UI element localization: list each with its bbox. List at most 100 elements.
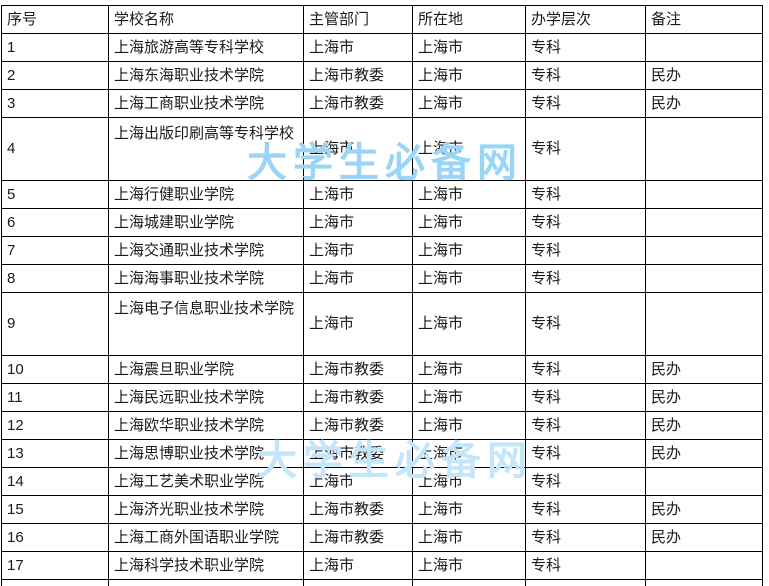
table-row: 12 上海欧华职业技术学院 上海市教委 上海市 专科 民办 <box>1 411 763 440</box>
cell-name: 上海交通职业技术学院 <box>108 236 304 265</box>
cell-dept: 上海市 <box>303 551 413 580</box>
table-row: 16 上海工商外国语职业学院 上海市教委 上海市 专科 民办 <box>1 523 763 552</box>
table-row: 8 上海海事职业技术学院 上海市 上海市 专科 <box>1 264 763 293</box>
school-list-table: 序号 学校名称 主管部门 所在地 办学层次 备注 1 上海旅游高等专科学校 上海市上… <box>1 5 763 586</box>
cell-location: 上海市 <box>412 236 526 265</box>
cell-level: 专科 <box>525 33 646 62</box>
cell-index: 17 <box>1 551 109 580</box>
table-row: 11 上海民远职业技术学院 上海市教委 上海市 专科 民办 <box>1 383 763 412</box>
cell-remark <box>645 208 763 237</box>
cell-location: 上海市 <box>412 264 526 293</box>
column-header-location: 所在地 <box>412 5 526 34</box>
cell-dept: 上海市 <box>303 467 413 496</box>
cell-index: 5 <box>1 180 109 209</box>
cell-index: 7 <box>1 236 109 265</box>
cell-location: 上海市 <box>412 180 526 209</box>
table-row: 9 上海电子信息职业技术学院 上海市 上海市 专科 <box>1 292 763 356</box>
cell-name: 上海民远职业技术学院 <box>108 383 304 412</box>
table-row: 5 上海行健职业学院 上海市 上海市 专科 <box>1 180 763 209</box>
cell-dept: 上海市教委 <box>303 383 413 412</box>
cell-level: 专科 <box>525 551 646 580</box>
cell-index: 4 <box>1 117 109 181</box>
table-row: 15 上海济光职业技术学院 上海市教委 上海市 专科 民办 <box>1 495 763 524</box>
cell-remark <box>645 551 763 580</box>
cell-index: 10 <box>1 355 109 384</box>
cell-remark <box>645 180 763 209</box>
cell-remark: 民办 <box>645 355 763 384</box>
cell-location: 上海市 <box>412 117 526 181</box>
cell-remark <box>645 292 763 356</box>
table-row: 6 上海城建职业学院 上海市 上海市 专科 <box>1 208 763 237</box>
cell-level: 专科 <box>525 355 646 384</box>
table-row: 3 上海工商职业技术学院 上海市教委 上海市 专科 民办 <box>1 89 763 118</box>
cell-dept: 上海市教委 <box>303 411 413 440</box>
cell-dept: 上海市教委 <box>303 439 413 468</box>
cell-level: 专科 <box>525 264 646 293</box>
table-row: 1 上海旅游高等专科学校 上海市 上海市 专科 <box>1 33 763 62</box>
cell-dept: 上海市教委 <box>303 355 413 384</box>
cell-index: 9 <box>1 292 109 356</box>
cell-location: 上海市 <box>412 467 526 496</box>
cell-location: 上海市 <box>412 292 526 356</box>
cell-level: 专科 <box>525 523 646 552</box>
cell-dept: 上海市 <box>303 117 413 181</box>
cell-location: 上海市 <box>412 411 526 440</box>
cell-index: 8 <box>1 264 109 293</box>
cell-location <box>412 579 526 586</box>
cell-remark <box>645 236 763 265</box>
cell-index: 1 <box>1 33 109 62</box>
cell-level: 专科 <box>525 89 646 118</box>
cell-level: 专科 <box>525 236 646 265</box>
school-table-container: 序号 学校名称 主管部门 所在地 办学层次 备注 1 上海旅游高等专科学校 上海市上… <box>1 5 763 586</box>
cell-name: 上海工商外国语职业学院 <box>108 523 304 552</box>
table-row: 7 上海交通职业技术学院 上海市 上海市 专科 <box>1 236 763 265</box>
cell-name: 上海工商职业技术学院 <box>108 89 304 118</box>
cell-dept: 上海市 <box>303 180 413 209</box>
cell-location: 上海市 <box>412 89 526 118</box>
cell-index: 16 <box>1 523 109 552</box>
cell-remark: 民办 <box>645 439 763 468</box>
table-header-row: 序号 学校名称 主管部门 所在地 办学层次 备注 <box>1 5 763 34</box>
cell-index: 11 <box>1 383 109 412</box>
table-row: 17 上海科学技术职业学院 上海市 上海市 专科 <box>1 551 763 580</box>
cell-name: 上海震旦职业学院 <box>108 355 304 384</box>
column-header-remark: 备注 <box>645 5 763 34</box>
cell-dept <box>303 579 413 586</box>
cell-name: 上海济光职业技术学院 <box>108 495 304 524</box>
cell-level <box>525 579 646 586</box>
cell-level: 专科 <box>525 411 646 440</box>
cell-location: 上海市 <box>412 208 526 237</box>
cell-name: 上海海事职业技术学院 <box>108 264 304 293</box>
cell-name <box>108 579 304 586</box>
cell-level: 专科 <box>525 383 646 412</box>
cell-dept: 上海市教委 <box>303 495 413 524</box>
cell-level: 专科 <box>525 180 646 209</box>
cell-dept: 上海市教委 <box>303 523 413 552</box>
table-row: 13 上海思博职业技术学院 上海市教委 上海市 专科 民办 <box>1 439 763 468</box>
cell-name: 上海东海职业技术学院 <box>108 61 304 90</box>
cell-level: 专科 <box>525 439 646 468</box>
column-header-level: 办学层次 <box>525 5 646 34</box>
cell-index: 2 <box>1 61 109 90</box>
cell-index: 14 <box>1 467 109 496</box>
cell-dept: 上海市 <box>303 33 413 62</box>
cell-remark <box>645 33 763 62</box>
cell-location: 上海市 <box>412 439 526 468</box>
cell-name: 上海工艺美术职业学院 <box>108 467 304 496</box>
cell-level: 专科 <box>525 208 646 237</box>
table-row: 2 上海东海职业技术学院 上海市教委 上海市 专科 民办 <box>1 61 763 90</box>
cell-remark <box>645 579 763 586</box>
cell-location: 上海市 <box>412 33 526 62</box>
cell-location: 上海市 <box>412 355 526 384</box>
cell-index: 12 <box>1 411 109 440</box>
cell-index: 13 <box>1 439 109 468</box>
cell-dept: 上海市教委 <box>303 89 413 118</box>
cell-location: 上海市 <box>412 61 526 90</box>
cell-name: 上海出版印刷高等专科学校 <box>108 117 304 181</box>
table-row: 4 上海出版印刷高等专科学校 上海市 上海市 专科 <box>1 117 763 181</box>
cell-location: 上海市 <box>412 495 526 524</box>
cell-index: 15 <box>1 495 109 524</box>
cell-level: 专科 <box>525 292 646 356</box>
cell-remark <box>645 264 763 293</box>
